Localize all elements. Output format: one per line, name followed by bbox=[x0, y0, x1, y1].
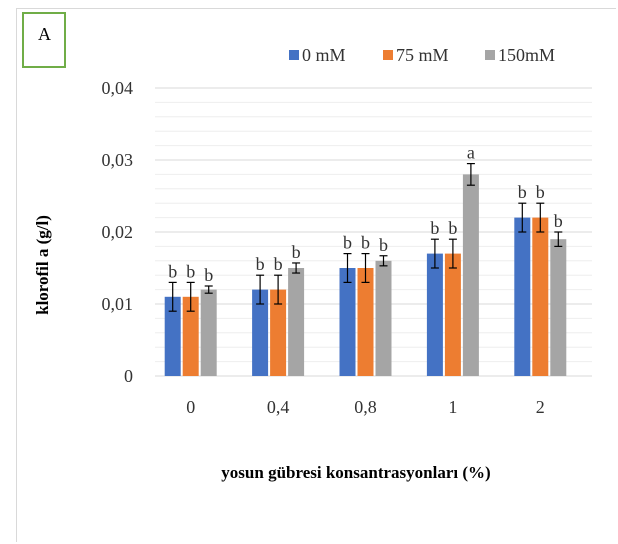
significance-letter: b bbox=[168, 261, 177, 281]
y-tick-label: 0 bbox=[124, 366, 133, 386]
x-tick-label: 0 bbox=[186, 397, 195, 417]
bars: b b bb bb b b bb bab bb bbox=[164, 143, 567, 376]
significance-letter: b bbox=[536, 182, 545, 202]
legend-swatch bbox=[383, 50, 393, 60]
bar bbox=[375, 260, 392, 376]
x-tick-label: 0,4 bbox=[267, 397, 290, 417]
y-tick-label: 0,03 bbox=[102, 150, 134, 170]
significance-letter: b bbox=[186, 261, 195, 281]
significance-letter: b bbox=[554, 211, 563, 231]
bar bbox=[288, 268, 305, 376]
bar bbox=[357, 268, 374, 376]
legend: 0 mM 75 mM 150mM bbox=[289, 45, 555, 65]
significance-letter: b bbox=[448, 218, 457, 238]
significance-letter: b bbox=[361, 233, 370, 253]
bar bbox=[270, 289, 287, 376]
bar bbox=[426, 253, 443, 376]
legend-label: 150mM bbox=[498, 45, 555, 65]
bar bbox=[532, 217, 549, 376]
bar bbox=[182, 296, 199, 376]
significance-letter: b bbox=[518, 182, 527, 202]
x-axis-ticks: 0 0,4 0,8 1 2 bbox=[186, 397, 545, 417]
significance-letter: b bbox=[430, 218, 439, 238]
bar bbox=[514, 217, 531, 376]
significance-letter: b bbox=[379, 235, 388, 255]
legend-swatch bbox=[485, 50, 495, 60]
y-tick-label: 0,02 bbox=[102, 222, 134, 242]
significance-letter: b bbox=[343, 233, 352, 253]
y-tick-label: 0,01 bbox=[102, 294, 134, 314]
bar bbox=[164, 296, 181, 376]
x-tick-label: 0,8 bbox=[354, 397, 377, 417]
significance-letter: b bbox=[292, 242, 301, 262]
y-axis-ticks: 0 0,01 0,02 0,03 0,04 bbox=[102, 78, 134, 386]
y-tick-label: 0,04 bbox=[102, 78, 134, 98]
significance-letter: a bbox=[467, 143, 475, 163]
bar bbox=[339, 268, 356, 376]
legend-swatch bbox=[289, 50, 299, 60]
significance-letter: b bbox=[274, 254, 283, 274]
legend-label: 75 mM bbox=[396, 45, 449, 65]
x-tick-label: 1 bbox=[448, 397, 457, 417]
bar bbox=[252, 289, 269, 376]
significance-letter: b bbox=[204, 265, 213, 285]
y-axis-label: klorofil a (g/l) bbox=[33, 215, 52, 315]
chart-frame bbox=[16, 8, 616, 542]
x-tick-label: 2 bbox=[536, 397, 545, 417]
bar bbox=[462, 174, 479, 376]
bar bbox=[444, 253, 461, 376]
bar bbox=[550, 239, 567, 376]
panel-label: A bbox=[22, 12, 66, 68]
legend-label: 0 mM bbox=[302, 45, 346, 65]
bar bbox=[200, 289, 217, 376]
x-axis-label: yosun gübresi konsantrasyonları (%) bbox=[221, 463, 490, 482]
significance-letter: b bbox=[256, 254, 265, 274]
